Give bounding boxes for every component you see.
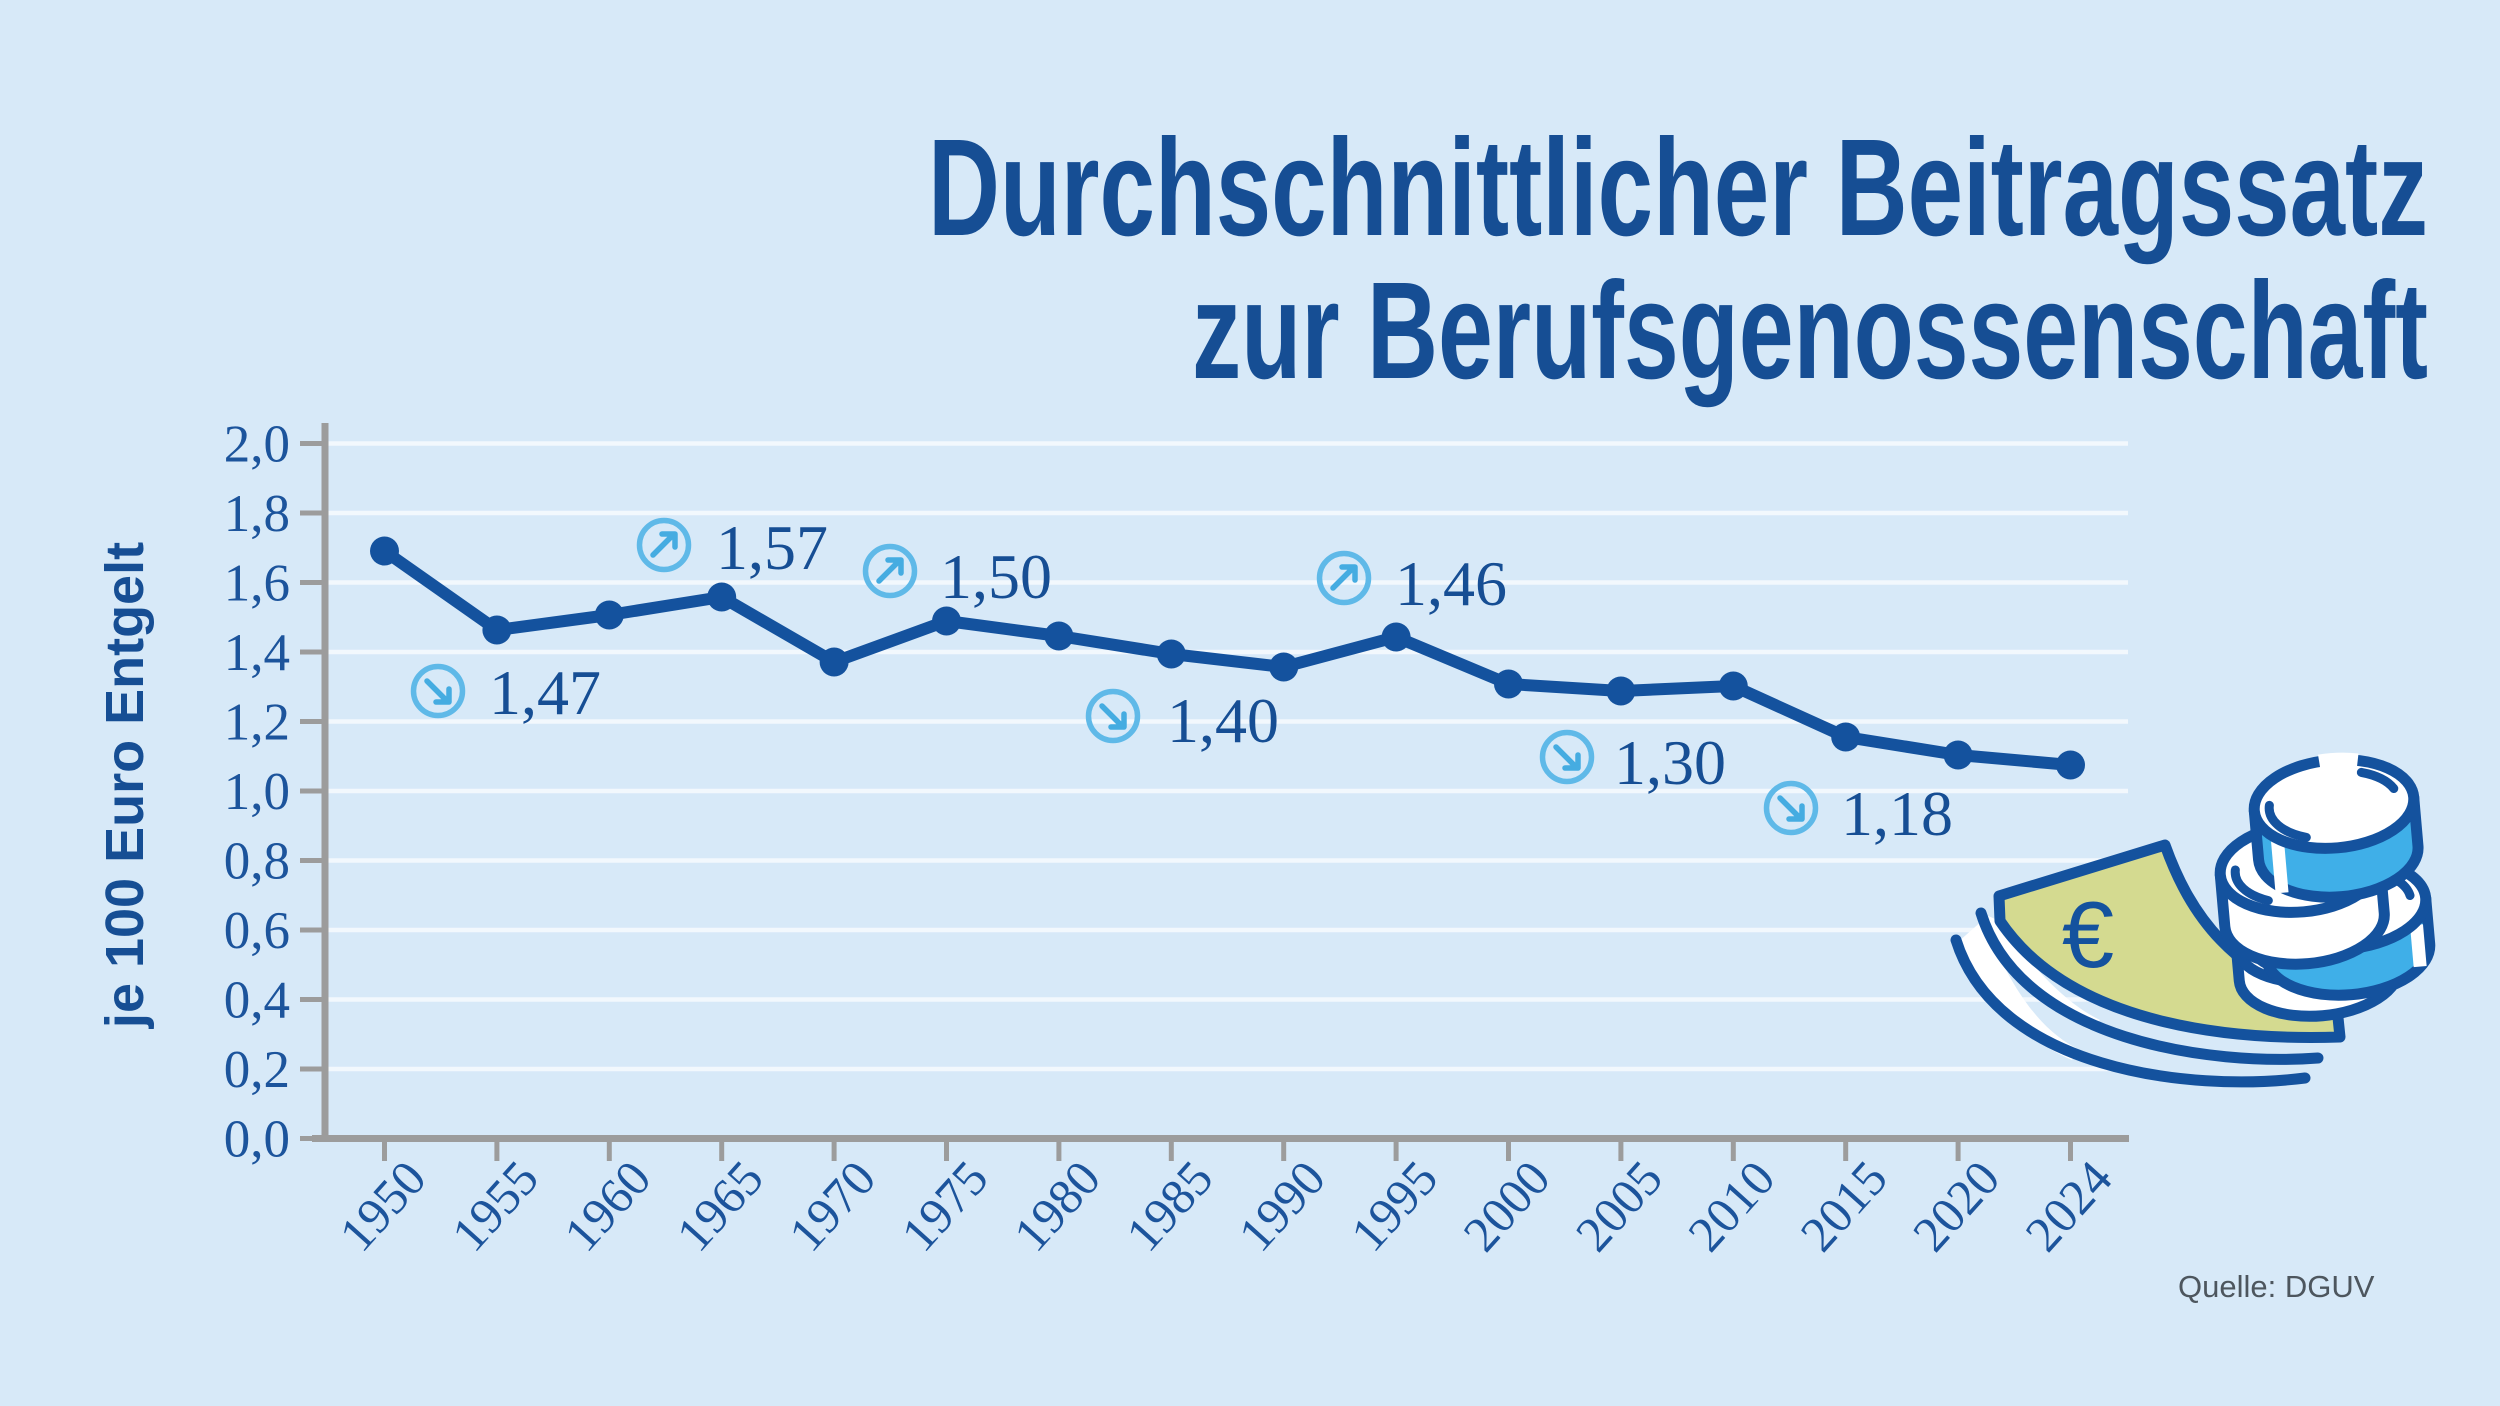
svg-text:1,8: 1,8 xyxy=(224,485,290,543)
svg-text:1,50: 1,50 xyxy=(940,541,1052,612)
svg-text:1,18: 1,18 xyxy=(1841,778,1953,849)
svg-text:0,6: 0,6 xyxy=(224,902,290,960)
svg-text:1,47: 1,47 xyxy=(489,657,601,728)
svg-text:Quelle: DGUV: Quelle: DGUV xyxy=(2178,1269,2375,1304)
svg-text:je 100 Euro Entgelt: je 100 Euro Entgelt xyxy=(95,542,155,1029)
svg-text:€: € xyxy=(2062,882,2114,987)
svg-text:0,4: 0,4 xyxy=(224,972,290,1030)
svg-text:0,2: 0,2 xyxy=(224,1041,290,1099)
svg-text:1,40: 1,40 xyxy=(1167,685,1279,756)
svg-text:1,57: 1,57 xyxy=(716,512,828,583)
svg-text:1,2: 1,2 xyxy=(224,694,290,752)
svg-text:1,46: 1,46 xyxy=(1395,548,1507,619)
svg-text:zur Berufsgenossenschaft: zur Berufsgenossenschaft xyxy=(1192,254,2428,408)
svg-text:2,0: 2,0 xyxy=(224,416,290,474)
svg-text:Durchschnittlicher Beitragssat: Durchschnittlicher Beitragssatz xyxy=(928,111,2428,265)
svg-text:1,4: 1,4 xyxy=(224,624,290,682)
svg-text:1,6: 1,6 xyxy=(224,555,290,613)
svg-text:1,30: 1,30 xyxy=(1614,727,1726,798)
svg-text:1,0: 1,0 xyxy=(224,763,290,821)
svg-text:0,8: 0,8 xyxy=(224,833,290,891)
svg-text:0,0: 0,0 xyxy=(224,1111,290,1169)
